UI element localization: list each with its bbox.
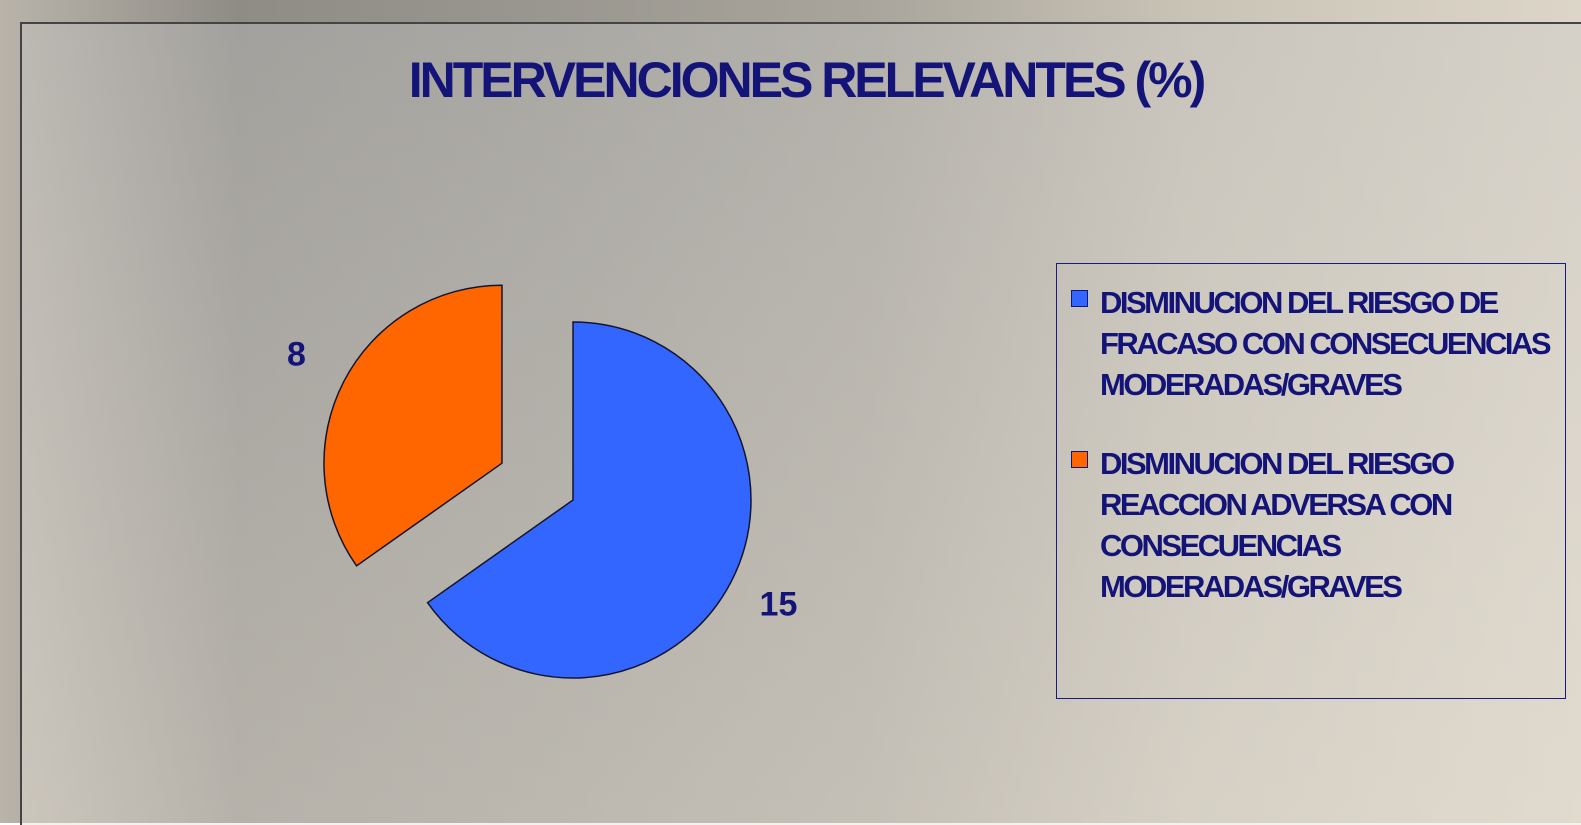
legend-label: DISMINUCION DEL RIESGO REACCION ADVERSA …	[1100, 446, 1455, 604]
legend-item: DISMINUCION DEL RIESGO REACCION ADVERSA …	[1071, 443, 1555, 607]
legend: DISMINUCION DEL RIESGO DE FRACASO CON CO…	[1056, 263, 1566, 699]
data-label: 8	[287, 336, 306, 374]
legend-swatch	[1071, 451, 1088, 468]
pie-slice	[426, 321, 752, 679]
legend-item: DISMINUCION DEL RIESGO DE FRACASO CON CO…	[1071, 282, 1555, 405]
legend-swatch	[1071, 290, 1088, 307]
chart-title: INTERVENCIONES RELEVANTES (%)	[409, 52, 1205, 108]
chart-frame	[20, 22, 1581, 825]
legend-label: DISMINUCION DEL RIESGO DE FRACASO CON CO…	[1100, 285, 1552, 402]
data-label: 15	[760, 585, 798, 623]
pie-slice	[323, 284, 503, 567]
